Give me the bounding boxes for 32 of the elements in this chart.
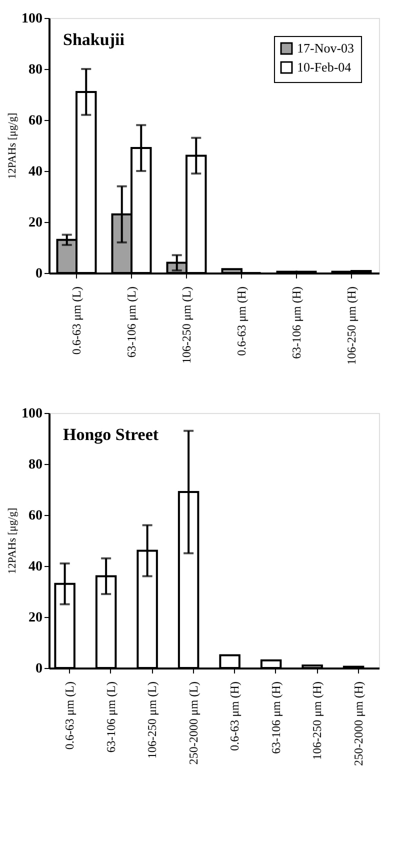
y-tick-label: 100 xyxy=(22,12,42,26)
x-tick-label: 106-250 μm (H) xyxy=(344,286,358,365)
text: Hongo Street xyxy=(63,425,159,444)
y-tick-label: 0 xyxy=(36,266,42,282)
x-tick-label: 0.6-63 μm (H) xyxy=(234,286,248,356)
y-tick-label: 20 xyxy=(28,610,42,626)
y-tick-label: 100 xyxy=(22,406,42,422)
text: Shakujii xyxy=(63,30,125,49)
x-tick-label: 250-2000 μm (L) xyxy=(186,682,200,765)
x-tick-label: 106-250 μm (H) xyxy=(310,681,324,760)
x-tick-label: 106-250 μm (L) xyxy=(145,682,160,759)
y-tick-label: 20 xyxy=(28,216,42,230)
x-tick-label: 106-250 μm (L) xyxy=(180,286,194,364)
y-axis-title: 12PAHs [μg/g] xyxy=(6,112,18,180)
y-axis-title: 12PAHs [μg/g] xyxy=(6,508,18,574)
x-tick-label: 0.6-63 μm (L) xyxy=(70,286,84,355)
x-tick-label: 0.6-63 μm (H) xyxy=(228,681,242,751)
y-tick-label: 80 xyxy=(28,458,42,472)
x-tick-label: 63-106 μm (H) xyxy=(290,286,304,359)
y-tick-label: 40 xyxy=(28,560,42,574)
legend-label: 17-Nov-03 xyxy=(297,40,354,56)
y-tick-label: 60 xyxy=(28,114,42,128)
y-tick-label: 80 xyxy=(28,62,42,78)
x-tick-label: 250-2000 μm (H) xyxy=(351,681,366,766)
x-tick-label: 63-106 μm (L) xyxy=(124,286,138,358)
y-tick-label: 0 xyxy=(36,662,42,676)
x-tick-label: 63-106 μm (H) xyxy=(268,681,283,754)
x-tick-label: 0.6-63 μm (L) xyxy=(62,682,77,750)
y-tick-label: 40 xyxy=(28,164,42,180)
legend-label: 10-Feb-04 xyxy=(297,60,352,74)
y-tick-label: 60 xyxy=(28,508,42,524)
x-tick-label: 63-106 μm (L) xyxy=(104,682,118,753)
